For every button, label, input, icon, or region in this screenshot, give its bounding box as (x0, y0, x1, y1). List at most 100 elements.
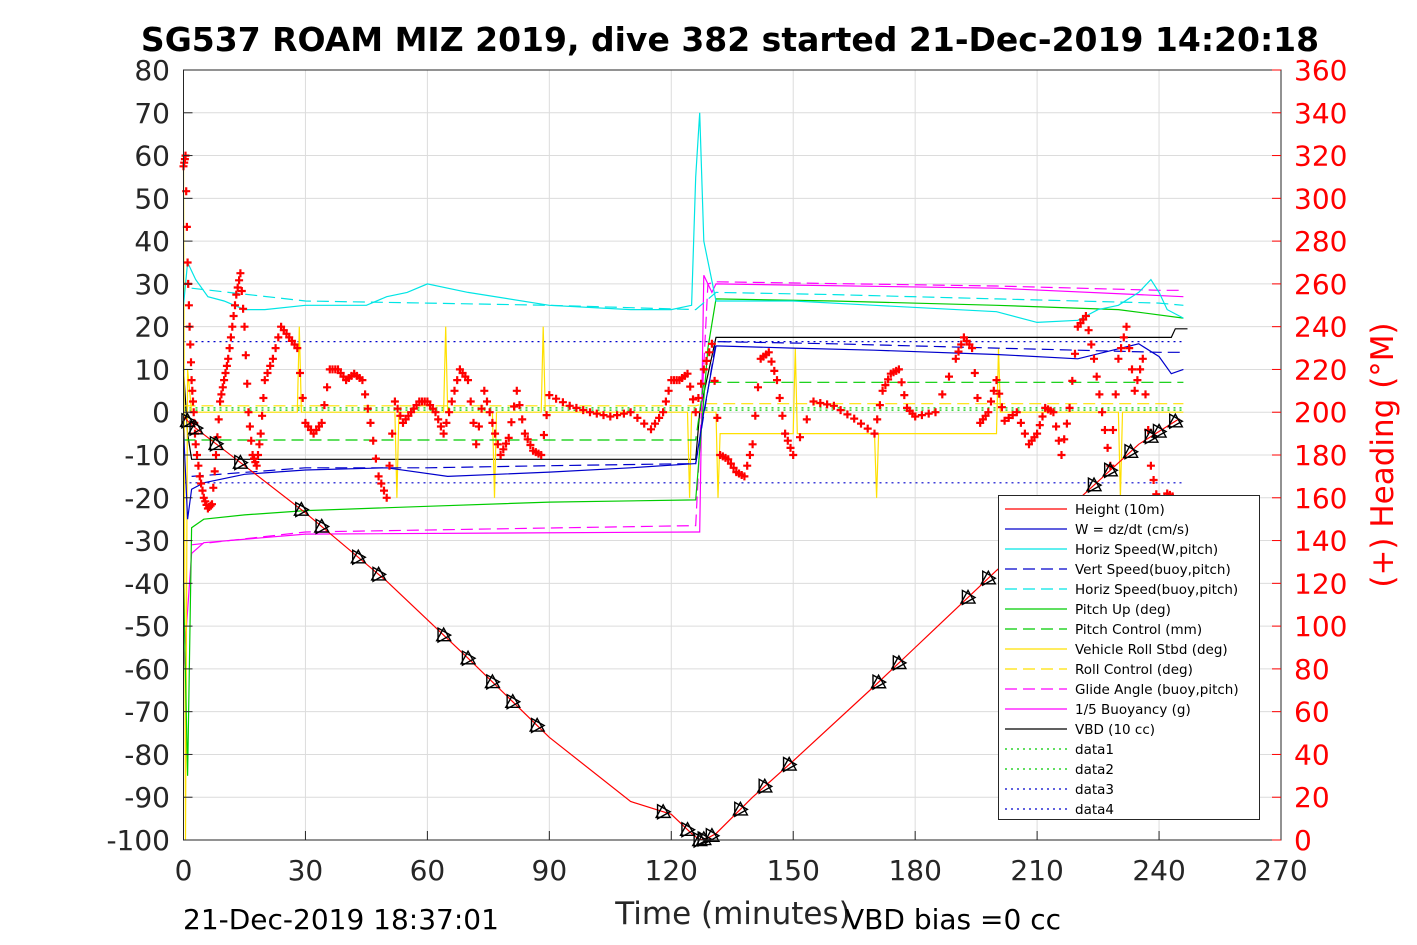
heading-marker (210, 467, 219, 476)
heading-marker (231, 301, 239, 310)
heading-marker (1033, 429, 1042, 438)
heading-marker (240, 322, 249, 331)
heading-marker (523, 435, 532, 444)
series-line-1-5-buoyancy-g (182, 275, 1184, 669)
y-axis-right-label: (+) Heading (°M) (1365, 322, 1401, 587)
y-tick-label: 60 (134, 140, 170, 173)
heading-marker (515, 401, 524, 410)
depth-marker-up (1102, 461, 1119, 477)
heading-marker (1117, 344, 1126, 353)
heading-marker (480, 386, 489, 395)
heading-marker (1049, 408, 1058, 417)
depth-marker-right (437, 626, 453, 644)
legend-label-glide-angle-buoy-pitch: Glide Angle (buoy,pitch) (1075, 682, 1239, 698)
heading-marker (255, 440, 264, 449)
y-tick-label: -70 (124, 696, 170, 729)
heading-marker (224, 354, 233, 363)
heading-marker (237, 287, 246, 295)
y-tick-label: -10 (124, 439, 170, 472)
heading-marker (218, 383, 227, 392)
heading-marker (931, 408, 940, 417)
series-line-pitch-up-deg (182, 298, 1184, 776)
heading-marker (1100, 426, 1109, 434)
depth-markers (179, 412, 1184, 849)
heading-marker (1052, 422, 1061, 431)
heading-marker (786, 443, 795, 452)
heading-marker (442, 418, 451, 427)
y-right-tick-label: 360 (1294, 54, 1347, 87)
depth-marker-up (293, 501, 310, 516)
heading-marker (1098, 408, 1107, 417)
depth-marker-right (656, 803, 672, 820)
heading-marker (748, 440, 757, 449)
heading-marker (1122, 322, 1131, 331)
y-tick-label: -90 (124, 781, 170, 814)
depth-marker-right (892, 654, 908, 672)
heading-marker (1149, 476, 1158, 484)
depth-marker-right (961, 589, 977, 606)
depth-marker-right (506, 693, 522, 710)
heading-marker (235, 276, 244, 285)
heading-markers (179, 151, 1177, 513)
heading-marker (743, 461, 752, 470)
x-tick-label: 90 (532, 854, 568, 887)
heading-marker (474, 422, 483, 431)
x-tick-label: 180 (888, 854, 941, 887)
heading-marker (707, 339, 716, 348)
heading-marker (778, 411, 787, 420)
heading-marker (252, 461, 261, 470)
heading-marker (512, 386, 521, 395)
y-tick-label: 0 (152, 396, 170, 429)
heading-marker (691, 408, 700, 417)
y-right-tick-label: 340 (1294, 97, 1347, 130)
heading-marker (188, 386, 197, 395)
heading-marker (466, 397, 475, 406)
heading-marker (496, 451, 505, 459)
heading-marker (764, 348, 773, 357)
depth-marker-right (486, 673, 501, 691)
heading-marker (1128, 365, 1136, 374)
y-right-tick-label: 100 (1294, 610, 1347, 643)
heading-marker (189, 397, 197, 406)
heading-marker (552, 394, 561, 403)
depth-marker-up (654, 803, 672, 819)
heading-marker (1092, 372, 1101, 381)
heading-marker (198, 486, 207, 495)
depth-marker-up (504, 693, 521, 709)
heading-marker (1000, 416, 1009, 425)
heading-marker (619, 409, 628, 418)
heading-marker (431, 408, 440, 417)
heading-marker (863, 424, 872, 433)
heading-marker (938, 390, 947, 399)
y-right-tick-label: 160 (1294, 482, 1347, 515)
heading-marker (802, 415, 811, 424)
heading-marker (396, 411, 405, 420)
legend-label-vert-speed-buoy-pitch: Vert Speed(buoy,pitch) (1075, 562, 1231, 578)
heading-marker (911, 412, 920, 421)
heading-marker (214, 415, 223, 424)
heading-marker (917, 411, 926, 420)
heading-marker (565, 401, 574, 410)
heading-marker (1136, 365, 1145, 374)
depth-marker-up (187, 419, 204, 435)
y-right-tick-label: 300 (1294, 182, 1347, 215)
heading-marker (995, 389, 1004, 398)
heading-marker (1090, 354, 1098, 363)
heading-marker (222, 361, 231, 370)
heading-marker (507, 418, 516, 427)
heading-marker (1065, 403, 1074, 412)
heading-marker (434, 415, 443, 424)
heading-marker (1062, 419, 1071, 428)
series-line-horiz-speed-w-pitch (182, 112, 1184, 324)
y-tick-label: -40 (124, 567, 170, 600)
heading-marker (713, 413, 722, 422)
heading-marker (450, 386, 459, 395)
depth-marker-up (179, 412, 196, 428)
heading-marker (221, 369, 230, 377)
legend-label-data4: data4 (1075, 802, 1114, 818)
heading-marker (683, 369, 692, 378)
heading-marker (271, 344, 280, 353)
heading-marker (613, 411, 622, 420)
heading-marker (184, 301, 193, 310)
y-right-tick-label: 280 (1294, 225, 1347, 258)
